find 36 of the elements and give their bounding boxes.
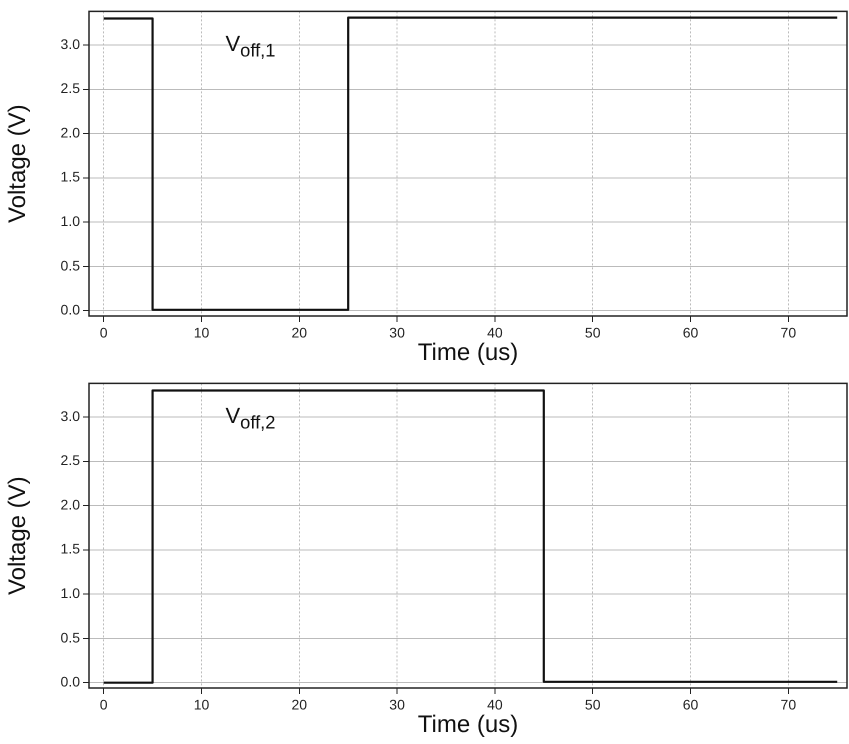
y-tick-label: 1.5 [60,168,80,185]
y-tick-label: 3.0 [60,36,80,52]
series-label: V$_{off,2}$ [225,403,276,434]
y-tick-label: 2.5 [60,452,80,468]
x-tick-label: 70 [780,696,796,712]
y-tick-label: 0.5 [60,629,80,646]
x-tick-label: 0 [100,696,108,712]
y-tick-label: 2.0 [60,496,80,512]
x-tick-label: 10 [194,324,210,340]
x-tick-label: 0 [100,324,108,340]
x-tick-label: 30 [389,324,406,340]
x-axis-title: Time (us) [418,711,518,738]
y-tick-label: 0.5 [60,257,80,274]
x-tick-label: 50 [584,696,601,712]
x-axis-title: Time (us) [418,339,518,366]
y-tick-label: 2.0 [60,124,80,140]
y-tick-label: 0.0 [60,674,80,690]
x-tick-label: 70 [780,324,796,340]
y-tick-label: 2.5 [60,80,80,96]
y-tick-label: 1.0 [60,213,80,229]
x-tick-label: 50 [584,324,601,340]
x-tick-label: 20 [291,324,308,340]
y-tick-label: 1.5 [60,540,80,557]
text: V$_{off,1}$ [225,31,276,62]
y-tick-label: 1.0 [60,585,80,601]
x-tick-label: 30 [389,696,406,712]
y-axis-title: Voltage (V) [4,104,32,224]
y-tick-label: 3.0 [60,408,80,424]
y-tick-label: 0.0 [60,302,80,318]
x-tick-label: 40 [487,324,503,340]
x-tick-label: 20 [291,696,308,712]
x-tick-label: 10 [194,696,210,712]
y-axis-title: Voltage (V) [4,476,32,596]
x-tick-label: 60 [682,324,699,340]
x-tick-label: 40 [487,696,503,712]
x-tick-label: 60 [682,696,699,712]
